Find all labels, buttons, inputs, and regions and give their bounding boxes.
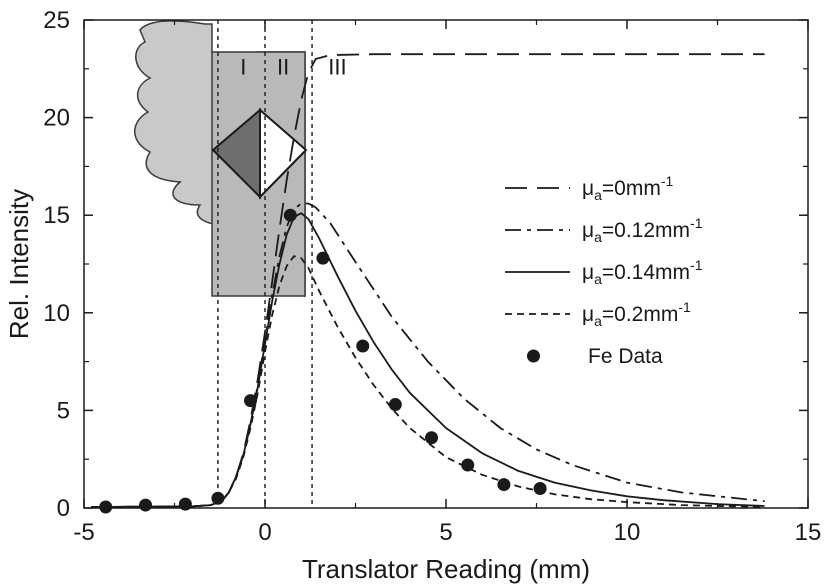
diamond-right-half [259,107,308,200]
fe-data-point [283,208,297,222]
x-tick-label: 0 [258,519,271,546]
legend-entry: μa=0mm-1 [582,173,674,203]
y-axis-label: Rel. Intensity [4,189,34,339]
fe-data-point [178,497,192,511]
legend-entry: Fe Data [588,345,663,368]
fe-data-point [356,339,370,353]
fe-data-point [461,458,475,472]
y-tick-label: 0 [57,495,70,522]
legend: μa=0mm-1 μa=0.12mm-1 μa=0.14mm-1 μa=0.2mm-1… [505,173,703,368]
fe-data-point [99,500,113,514]
legend-entry: μa=0.2mm-1 [582,299,691,329]
series-lines [91,53,765,508]
series-line [91,202,765,508]
fe-data-point [139,498,153,512]
region-label: I [240,55,246,80]
y-tick-label: 15 [43,202,70,229]
x-tick-label: -5 [73,519,94,546]
y-tick-label: 10 [43,300,70,327]
series-line [91,255,765,508]
series-line [91,212,765,508]
fe-data-point [533,481,547,495]
fe-data-point [244,394,258,408]
fe-data-point [425,431,439,445]
x-tick-label: 5 [439,519,452,546]
fe-data-point [211,491,225,505]
sample-schematic-illustration [134,20,308,297]
fe-data-point [316,251,330,265]
x-tick-label: 10 [614,519,641,546]
fe-data-points [99,208,547,514]
fe-data-point [497,478,511,492]
region-boundary-lines [217,20,313,508]
region-label: II [277,55,289,80]
legend-swatch-fe [527,349,540,363]
x-axis-label: Translator Reading (mm) [302,554,590,584]
legend-entry: μa=0.12mm-1 [582,215,703,245]
x-tick-label: 15 [795,519,822,546]
y-tick-label: 20 [43,105,70,132]
region-labels: I II III [240,55,346,80]
y-tick-label: 5 [57,397,70,424]
y-tick-label: 25 [43,7,70,34]
legend-entry: μa=0.14mm-1 [582,257,703,287]
region-label: III [328,55,346,80]
fe-data-point [388,398,402,412]
